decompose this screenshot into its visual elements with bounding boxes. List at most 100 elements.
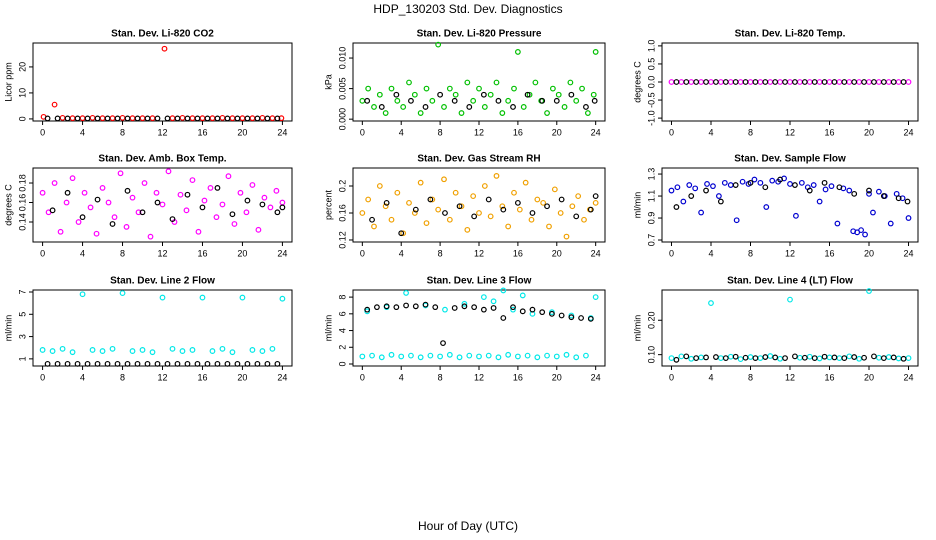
point <box>229 211 236 218</box>
point <box>540 199 547 206</box>
x-tick-label: 24 <box>277 248 287 258</box>
point <box>480 306 487 313</box>
panel-title: Stan. Dev. Sample Flow <box>734 154 846 165</box>
point <box>816 79 823 85</box>
point <box>446 216 453 223</box>
point <box>224 115 231 122</box>
y-tick-label: 2 <box>337 345 347 350</box>
x-tick-label: 16 <box>197 127 207 137</box>
point <box>553 97 560 104</box>
x-tick-label: 12 <box>474 248 484 258</box>
y-axis-label: ml/min <box>3 315 13 342</box>
point <box>412 206 419 213</box>
point <box>834 220 841 227</box>
point <box>214 184 221 191</box>
point <box>476 85 482 92</box>
point <box>673 79 680 85</box>
point <box>435 206 442 213</box>
point <box>255 226 262 233</box>
point <box>727 79 734 85</box>
point <box>153 189 160 196</box>
point <box>429 196 436 203</box>
point <box>757 355 764 361</box>
point <box>733 217 740 224</box>
point <box>74 115 81 122</box>
point <box>123 223 130 230</box>
point <box>179 348 186 354</box>
point <box>875 79 882 85</box>
point <box>365 196 372 203</box>
point <box>154 115 161 122</box>
point <box>866 288 872 294</box>
point <box>546 223 552 230</box>
point <box>887 220 894 227</box>
y-tick-label: 1 <box>17 356 27 361</box>
point <box>59 114 66 121</box>
point <box>359 210 366 216</box>
point <box>393 304 400 311</box>
point <box>880 193 887 199</box>
point <box>109 221 116 227</box>
point <box>249 182 256 188</box>
point <box>722 79 729 85</box>
point <box>279 199 286 206</box>
point <box>688 79 695 85</box>
y-tick-label: 3 <box>17 334 27 339</box>
point <box>394 97 401 104</box>
point <box>514 49 521 55</box>
point <box>471 304 478 311</box>
point <box>592 193 599 200</box>
point <box>905 355 912 361</box>
point <box>673 356 680 363</box>
point <box>406 199 412 206</box>
point <box>39 347 46 353</box>
panel-title: Stan. Dev. Li-820 Pressure <box>417 29 542 40</box>
point <box>862 231 868 238</box>
x-tick-label: 24 <box>904 127 914 137</box>
point <box>239 294 246 301</box>
x-tick-label: 24 <box>591 127 601 137</box>
point <box>114 115 121 122</box>
point <box>466 352 473 359</box>
point <box>737 356 744 363</box>
panel-title: Stan. Dev. Amb. Box Temp. <box>98 154 226 165</box>
point <box>568 314 575 321</box>
point <box>495 354 502 361</box>
x-tick-label: 12 <box>474 372 484 382</box>
x-tick-label: 8 <box>120 127 125 137</box>
y-tick-label: 0.20 <box>646 311 656 329</box>
point <box>590 91 597 98</box>
panel-title: Stan. Dev. Gas Stream RH <box>417 154 540 165</box>
point <box>732 79 739 85</box>
point <box>371 223 377 230</box>
point <box>717 79 724 85</box>
point <box>851 190 858 197</box>
point <box>59 345 66 352</box>
point <box>703 354 709 361</box>
point <box>539 97 546 104</box>
point <box>519 292 526 299</box>
point <box>544 203 550 210</box>
point <box>739 178 746 185</box>
point <box>470 193 477 200</box>
y-tick-label: 0.2 <box>337 180 347 193</box>
y-tick-label: 1.1 <box>646 190 656 203</box>
point <box>485 196 492 203</box>
point <box>806 187 813 194</box>
point <box>846 79 853 85</box>
y-tick-label: 0.16 <box>337 204 347 222</box>
point <box>471 213 478 220</box>
point <box>69 349 76 356</box>
point <box>796 354 803 361</box>
point <box>493 79 500 86</box>
point <box>207 184 214 191</box>
point <box>179 114 186 121</box>
point <box>851 79 858 85</box>
point <box>64 189 71 196</box>
point <box>528 216 535 223</box>
point <box>534 354 541 361</box>
point <box>895 195 902 202</box>
point <box>74 360 81 367</box>
point <box>204 360 211 367</box>
